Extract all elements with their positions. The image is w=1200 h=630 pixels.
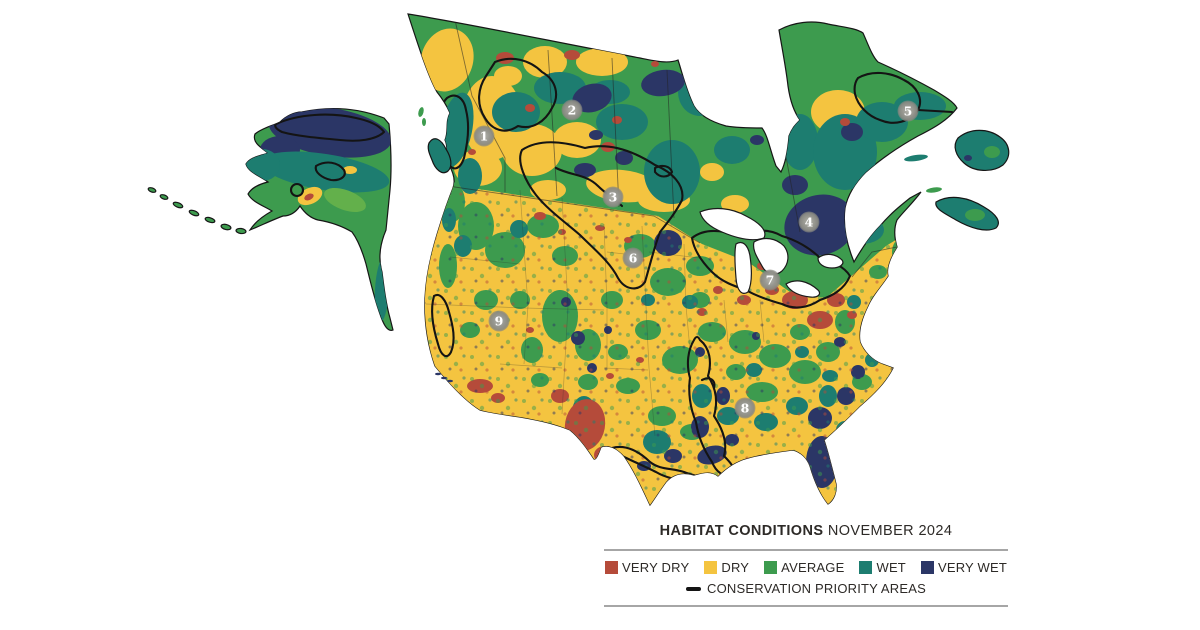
legend-swatch-average xyxy=(764,561,778,574)
lake-erie xyxy=(785,280,821,298)
aleutian-islands xyxy=(147,187,247,235)
legend-swatch-wet xyxy=(859,561,873,574)
marker-circle xyxy=(622,247,644,269)
legend-swatch-dry xyxy=(704,561,718,574)
legend-label: AVERAGE xyxy=(781,560,845,575)
nova-scotia xyxy=(935,196,999,231)
mainland xyxy=(407,13,958,506)
legend-label: VERY DRY xyxy=(622,560,690,575)
marker-number: 9 xyxy=(495,314,504,329)
map-marker-3: 3 xyxy=(602,186,624,208)
map-marker-9: 9 xyxy=(488,310,510,332)
map-marker-1: 1 xyxy=(473,125,495,147)
legend-divider-top xyxy=(604,549,1008,551)
map-marker-7: 7 xyxy=(759,269,781,291)
canada-very-wet-patches xyxy=(572,69,863,256)
legend-item-wet: WET xyxy=(859,560,906,575)
marker-number: 8 xyxy=(741,401,750,416)
marker-number: 6 xyxy=(629,251,638,266)
legend-label: VERY WET xyxy=(937,560,1007,575)
legend-label: WET xyxy=(876,560,906,575)
newfoundland xyxy=(954,129,1010,171)
marker-number: 5 xyxy=(904,104,913,119)
vancouver-island xyxy=(427,138,452,174)
lake-ontario xyxy=(817,253,844,269)
legend-item-dry: DRY xyxy=(704,560,749,575)
marker-number: 4 xyxy=(805,215,814,230)
alaska xyxy=(147,108,394,331)
marker-circle xyxy=(798,211,820,233)
legend-divider-bottom xyxy=(604,605,1008,607)
marker-number: 1 xyxy=(480,129,489,144)
anticosti-island xyxy=(904,154,928,162)
marker-circle xyxy=(734,397,756,419)
alaska-conservation-outlines xyxy=(274,113,386,198)
marker-circle xyxy=(602,186,624,208)
conservation-priority-label: CONSERVATION PRIORITY AREAS xyxy=(707,581,926,596)
region-markers: 1 2 3 4 5 6 7 8 9 xyxy=(473,99,919,419)
marker-circle xyxy=(488,310,510,332)
legend-swatch-very_dry xyxy=(605,561,618,574)
lake-michigan xyxy=(734,241,752,294)
conservation-dash-icon xyxy=(686,586,701,591)
prince-edward-island xyxy=(926,187,942,193)
map-marker-4: 4 xyxy=(798,211,820,233)
marker-circle xyxy=(759,269,781,291)
map-marker-2: 2 xyxy=(561,99,583,121)
legend-item-very-wet: VERY WET xyxy=(920,560,1007,575)
legend-title-bold: HABITAT CONDITIONS xyxy=(659,523,824,539)
marker-number: 7 xyxy=(766,273,775,288)
legend-item-average: AVERAGE xyxy=(764,560,844,575)
legend-title-date: NOVEMBER 2024 xyxy=(827,523,953,539)
lake-huron xyxy=(752,237,789,275)
legend-title: HABITAT CONDITIONS NOVEMBER 2024 xyxy=(604,521,1008,542)
map-marker-6: 6 xyxy=(622,247,644,269)
islands xyxy=(418,107,1010,383)
marker-number: 3 xyxy=(609,190,618,205)
haida-gwaii xyxy=(418,107,424,117)
marker-number: 2 xyxy=(568,103,577,118)
marker-circle xyxy=(473,125,495,147)
map-marker-5: 5 xyxy=(897,100,919,122)
lake-superior xyxy=(699,207,766,241)
great-lakes xyxy=(699,207,844,298)
marker-circle xyxy=(897,100,919,122)
map-legend: HABITAT CONDITIONS NOVEMBER 2024 VERY DR… xyxy=(604,521,1008,607)
legend-swatch-very_wet xyxy=(920,561,934,574)
channel-islands xyxy=(435,372,453,383)
marker-circle xyxy=(561,99,583,121)
legend-items: VERY DRY DRY AVERAGE WET VERY WET xyxy=(604,560,1008,575)
legend-item-very-dry: VERY DRY xyxy=(605,560,689,575)
map-marker-8: 8 xyxy=(734,397,756,419)
legend-priority-row: CONSERVATION PRIORITY AREAS xyxy=(604,581,1008,596)
legend-label: DRY xyxy=(721,560,750,575)
